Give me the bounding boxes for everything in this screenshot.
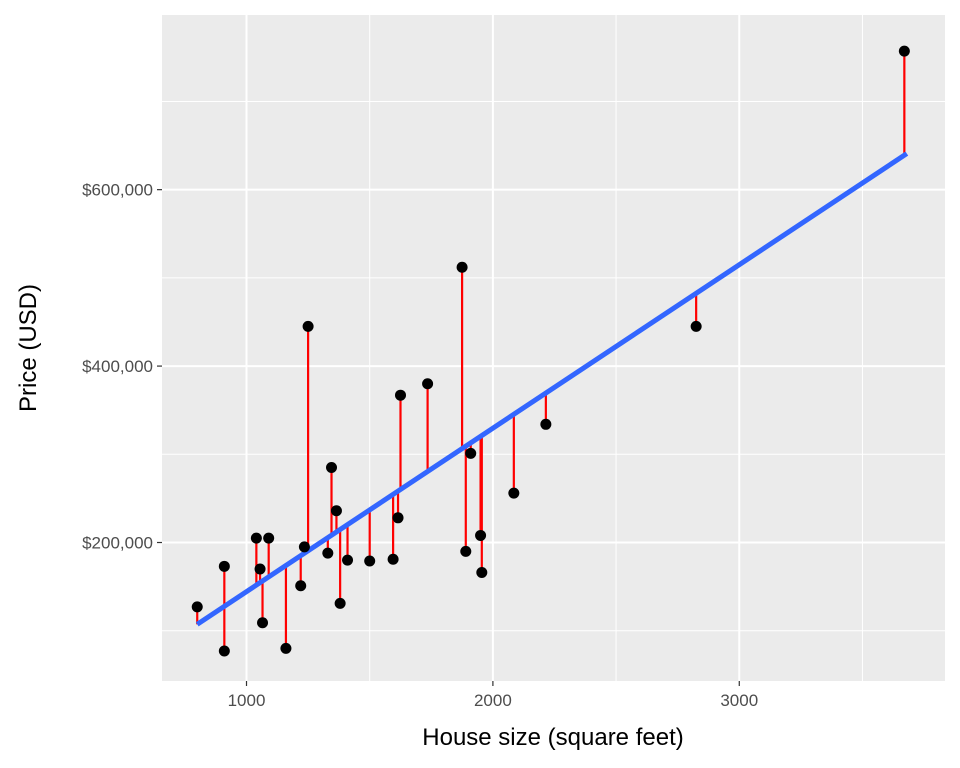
x-tick-label: 2000 xyxy=(474,691,512,710)
data-point xyxy=(263,532,275,544)
data-point xyxy=(302,320,314,332)
data-point xyxy=(475,529,487,541)
data-point xyxy=(540,418,552,430)
x-tick-label: 3000 xyxy=(720,691,758,710)
data-point xyxy=(334,597,346,609)
data-point xyxy=(387,553,399,565)
data-point xyxy=(422,378,434,390)
data-point xyxy=(364,555,376,567)
data-point xyxy=(298,541,310,553)
data-point xyxy=(218,560,230,572)
data-point xyxy=(465,447,477,459)
data-point xyxy=(280,642,292,654)
y-tick-label: $200,000 xyxy=(82,534,153,553)
regression-line-group xyxy=(195,151,909,627)
x-tick-label: 1000 xyxy=(228,691,266,710)
data-point xyxy=(456,261,468,273)
data-point xyxy=(690,320,702,332)
y-tick-label: $600,000 xyxy=(82,181,153,200)
data-point xyxy=(508,487,520,499)
data-point xyxy=(476,566,488,578)
data-point xyxy=(330,505,342,517)
minor-gridlines xyxy=(162,15,945,681)
y-axis-title: Price (USD) xyxy=(15,284,42,412)
data-point xyxy=(460,545,472,557)
data-point xyxy=(250,532,262,544)
data-point xyxy=(898,45,910,57)
data-point xyxy=(392,512,404,524)
major-gridlines xyxy=(162,15,945,681)
data-point xyxy=(394,389,406,401)
axis-ticks: 1000 2000 3000 $200,000 $400,000 $600,000 xyxy=(82,181,758,710)
data-point xyxy=(257,617,269,629)
data-point xyxy=(218,645,230,657)
data-points xyxy=(191,45,910,657)
data-point xyxy=(342,554,354,566)
data-point xyxy=(322,547,334,559)
plot-panel xyxy=(162,15,945,681)
data-point xyxy=(191,601,203,613)
data-point xyxy=(295,580,307,592)
regression-line xyxy=(195,151,909,627)
x-axis-title: House size (square feet) xyxy=(422,724,683,751)
data-point xyxy=(254,563,266,575)
data-point xyxy=(326,462,338,474)
y-tick-label: $400,000 xyxy=(82,357,153,376)
